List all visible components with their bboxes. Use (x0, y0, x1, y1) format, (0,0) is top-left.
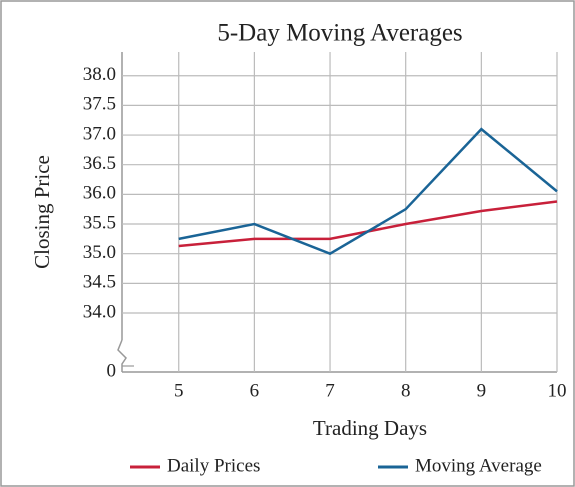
x-tick-label: 9 (477, 380, 487, 401)
y-tick-label: 0 (107, 360, 117, 381)
x-tick-label: 8 (401, 380, 411, 401)
x-tick-label: 10 (548, 380, 567, 401)
x-tick-label: 6 (250, 380, 260, 401)
legend-label: Daily Prices (167, 455, 260, 476)
series-line (178, 127, 558, 256)
x-axis-label: Trading Days (313, 416, 427, 440)
y-tick-label: 35.5 (83, 212, 116, 233)
chart-title: 5-Day Moving Averages (217, 20, 462, 47)
y-tick-label: 37.5 (83, 94, 116, 115)
legend-label: Moving Average (415, 455, 542, 476)
y-tick-label: 37.0 (83, 123, 116, 144)
y-tick-label: 36.5 (83, 153, 116, 174)
y-tick-label: 34.5 (83, 272, 116, 293)
y-tick-label: 35.0 (83, 242, 116, 263)
x-tick-label: 5 (174, 380, 184, 401)
y-tick-label: 34.0 (83, 301, 116, 322)
y-tick-label: 38.0 (83, 64, 116, 85)
y-axis-label: Closing Price (30, 155, 54, 269)
axis-break (117, 339, 127, 372)
x-tick-label: 7 (325, 380, 335, 401)
y-tick-label: 36.0 (83, 183, 116, 204)
